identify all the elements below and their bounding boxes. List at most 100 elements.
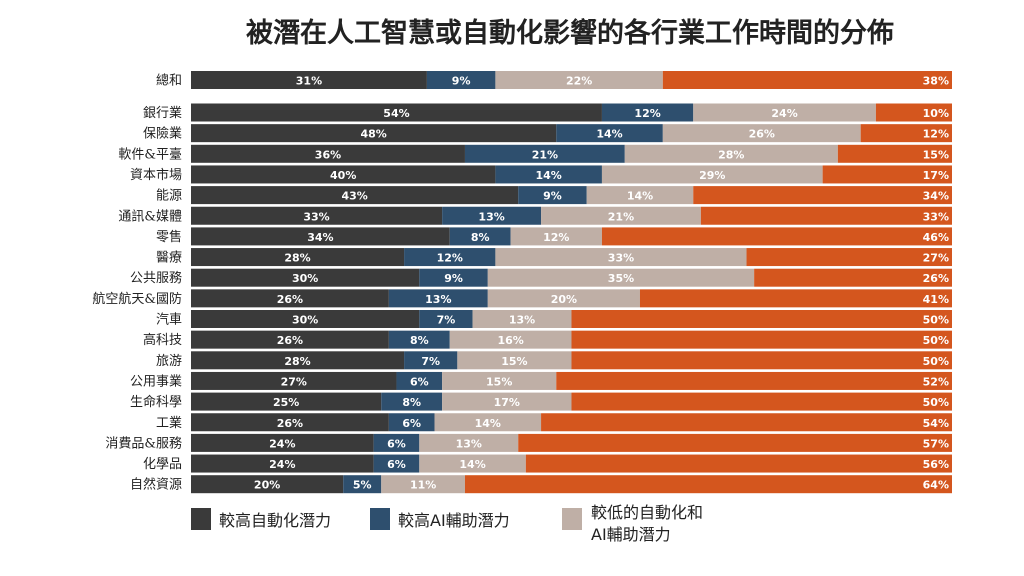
bar-value-label: 7% [437, 314, 456, 327]
bar-segment [434, 413, 542, 432]
bar-segment [191, 186, 519, 205]
bar-value-label: 33% [303, 210, 329, 223]
bar-segment [510, 227, 602, 246]
bar-segment [388, 413, 435, 432]
bar-value-label: 38% [923, 75, 949, 88]
bar-value-label: 50% [923, 314, 949, 327]
bar-segment [662, 71, 952, 89]
bar-value-label: 52% [923, 375, 949, 388]
bar-segment [487, 289, 640, 308]
bar-value-label: 12% [923, 128, 949, 141]
bar-segment [191, 103, 602, 122]
legend-label-low-potential-line1: 較低的自動化和 [591, 503, 703, 522]
bar-value-label: 21% [608, 210, 634, 223]
bar-value-label: 50% [923, 334, 949, 347]
bar-segment [381, 475, 465, 494]
bar-segment [191, 392, 382, 411]
bar-segment [541, 206, 701, 225]
bar-value-label: 12% [543, 231, 569, 244]
bar-segment [191, 310, 420, 328]
category-label: 醫療 [156, 251, 182, 266]
bar-value-label: 15% [486, 375, 512, 388]
bar-segment [373, 454, 420, 473]
bar-value-label: 25% [273, 396, 299, 409]
category-label: 資本市場 [130, 167, 182, 183]
bar-segment [191, 289, 389, 308]
bar-value-label: 41% [923, 293, 949, 306]
bar-segment [495, 71, 663, 89]
bar-segment [419, 433, 519, 452]
bar-segment [191, 371, 397, 390]
bar-segment [442, 371, 557, 390]
bar-value-label: 54% [383, 107, 409, 120]
category-label: 生命科學 [130, 394, 182, 410]
bar-segment [419, 310, 473, 328]
bar-segment [191, 475, 344, 494]
bar-segment [487, 268, 755, 287]
bar-value-label: 26% [749, 128, 775, 141]
bar-segment [571, 351, 952, 370]
bar-segment [396, 371, 443, 390]
category-label: 公共服務 [130, 271, 182, 286]
bar-value-label: 50% [923, 355, 949, 368]
bar-value-label: 17% [923, 169, 949, 182]
bar-value-label: 15% [923, 148, 949, 161]
bar-segment [449, 330, 572, 349]
bar-segment [822, 165, 952, 184]
bar-value-label: 9% [444, 272, 463, 285]
bar-segment [373, 433, 420, 452]
bar-value-label: 12% [437, 252, 463, 265]
bar-segment [191, 413, 389, 432]
bar-value-label: 36% [315, 148, 341, 161]
bar-segment [191, 268, 420, 287]
bar-value-label: 46% [923, 231, 949, 244]
bar-value-label: 13% [509, 314, 535, 327]
category-label: 航空航天&國防 [92, 291, 182, 307]
bars: 31% 9% 22% 38% 54% 12% 24% 10% 48% 14% 26% 12% 36% 21… [191, 71, 952, 494]
bar-value-label: 26% [277, 293, 303, 306]
bar-value-label: 24% [269, 437, 295, 450]
bar-segment [875, 103, 952, 122]
bar-value-label: 16% [497, 334, 523, 347]
bar-segment [191, 144, 465, 163]
bar-value-label: 26% [277, 417, 303, 430]
bar-value-label: 9% [543, 190, 562, 203]
bar-segment [191, 206, 443, 225]
legend-label-low-potential-line2: AI輔助潛力 [591, 525, 671, 544]
bar-value-label: 5% [353, 479, 372, 492]
category-label: 高科技 [143, 332, 182, 348]
bar-segment [495, 165, 602, 184]
bar-segment [464, 144, 625, 163]
bar-value-label: 30% [292, 314, 318, 327]
bar-value-label: 10% [923, 107, 949, 120]
bar-value-label: 15% [501, 355, 527, 368]
bar-value-label: 28% [718, 148, 744, 161]
legend: 較高自動化潛力 較高AI輔助潛力 較低的自動化和 AI輔助潛力 [191, 503, 703, 544]
bar-value-label: 28% [284, 355, 310, 368]
bar-segment [837, 144, 952, 163]
bar-value-label: 40% [330, 169, 356, 182]
bar-segment [601, 227, 952, 246]
category-label: 化學品 [143, 457, 182, 472]
bar-value-label: 20% [551, 293, 577, 306]
bar-value-label: 6% [387, 458, 406, 471]
category-labels: 總和銀行業保險業軟件&平臺資本市場能源通訊&媒體零售醫療公共服務航空航天&國防汽… [92, 73, 182, 493]
bar-value-label: 20% [254, 479, 280, 492]
bar-value-label: 28% [284, 252, 310, 265]
legend-swatch-low-potential [562, 508, 582, 530]
bar-value-label: 9% [452, 75, 471, 88]
bar-segment [419, 268, 488, 287]
bar-segment [518, 433, 952, 452]
bar-segment [754, 268, 952, 287]
bar-value-label: 17% [494, 396, 520, 409]
bar-segment [404, 248, 496, 267]
bar-value-label: 11% [410, 479, 436, 492]
bar-value-label: 50% [923, 396, 949, 409]
bar-segment [191, 248, 405, 267]
bar-segment [601, 165, 823, 184]
bar-value-label: 57% [923, 437, 949, 450]
bar-segment [556, 124, 663, 143]
bar-segment [541, 413, 952, 432]
category-label: 工業 [156, 415, 182, 431]
